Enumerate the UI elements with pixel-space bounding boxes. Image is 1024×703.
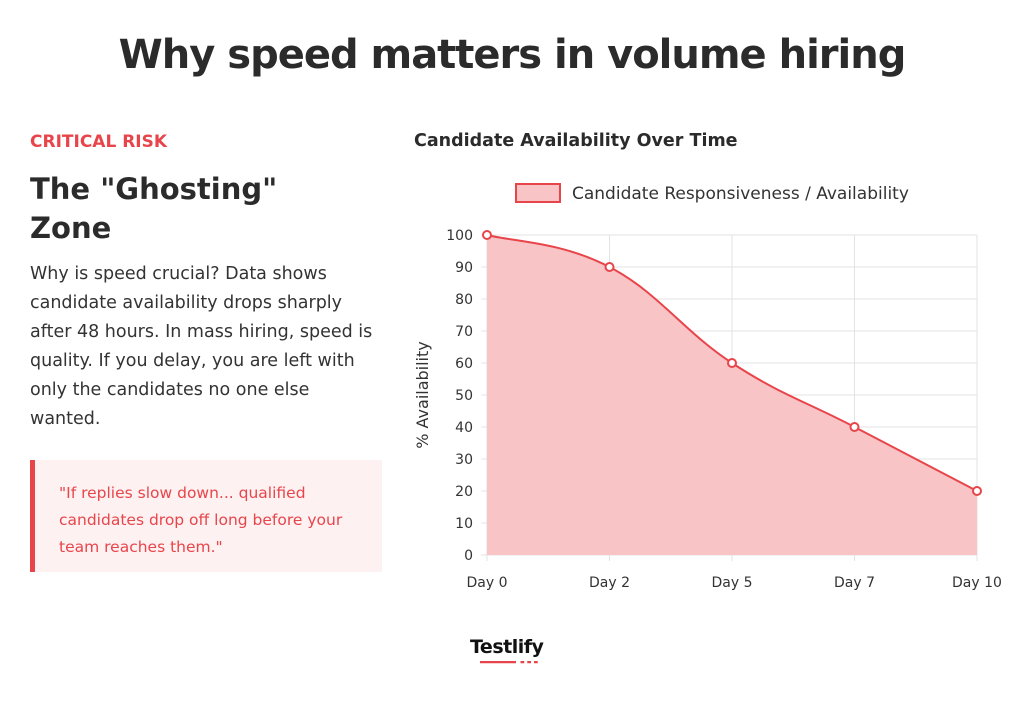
y-axis-ticks: 0 10 20 30 40 50 60 70 80 90 100 bbox=[446, 228, 473, 564]
y-tick-label: 20 bbox=[455, 484, 473, 500]
x-tick-label: Day 7 bbox=[834, 575, 875, 591]
section-heading: The "Ghosting" Zone bbox=[30, 172, 278, 245]
availability-chart: Candidate Responsiveness / Availability … bbox=[413, 183, 1002, 591]
chart-title: Candidate Availability Over Time bbox=[414, 131, 738, 151]
x-tick-label: Day 5 bbox=[711, 575, 752, 591]
y-tick-label: 10 bbox=[455, 516, 473, 532]
series-area bbox=[487, 235, 977, 555]
y-tick-label: 70 bbox=[455, 324, 473, 340]
page-title: Why speed matters in volume hiring bbox=[118, 32, 907, 78]
y-tick-label: 50 bbox=[455, 388, 473, 404]
y-tick-label: 30 bbox=[455, 452, 473, 468]
quote-text: "If replies slow down... qualified candi… bbox=[59, 484, 343, 556]
y-tick-label: 60 bbox=[455, 356, 473, 372]
x-tick-label: Day 2 bbox=[589, 575, 630, 591]
x-tick-label: Day 10 bbox=[952, 575, 1002, 591]
data-point bbox=[482, 230, 492, 240]
data-point bbox=[972, 486, 982, 496]
legend: Candidate Responsiveness / Availability bbox=[515, 183, 909, 204]
body-paragraph: Why is speed crucial? Data shows candida… bbox=[30, 264, 373, 429]
data-point bbox=[604, 262, 615, 272]
quote-callout: "If replies slow down... qualified candi… bbox=[30, 460, 382, 572]
legend-swatch bbox=[515, 183, 561, 203]
data-point bbox=[849, 422, 860, 432]
data-point bbox=[727, 358, 737, 368]
testlify-logo: Testlify bbox=[470, 636, 544, 658]
y-tick-label: 40 bbox=[455, 420, 473, 436]
y-tick-label: 80 bbox=[455, 292, 473, 308]
eyebrow-label: CRITICAL RISK bbox=[30, 132, 168, 152]
x-tick-label: Day 0 bbox=[466, 575, 507, 591]
info-panel: CRITICAL RISK The "Ghosting" Zone Why is… bbox=[30, 128, 382, 434]
x-axis-ticks: Day 0 Day 2 Day 5 Day 7 Day 10 bbox=[466, 575, 1001, 591]
logo-underline-icon bbox=[480, 661, 538, 664]
y-tick-label: 100 bbox=[446, 228, 473, 244]
data-points bbox=[482, 230, 982, 496]
y-tick-label: 0 bbox=[464, 548, 473, 564]
y-tick-label: 90 bbox=[455, 260, 473, 276]
legend-label: Candidate Responsiveness / Availability bbox=[572, 184, 909, 204]
y-axis-label: % Availability bbox=[413, 341, 432, 449]
